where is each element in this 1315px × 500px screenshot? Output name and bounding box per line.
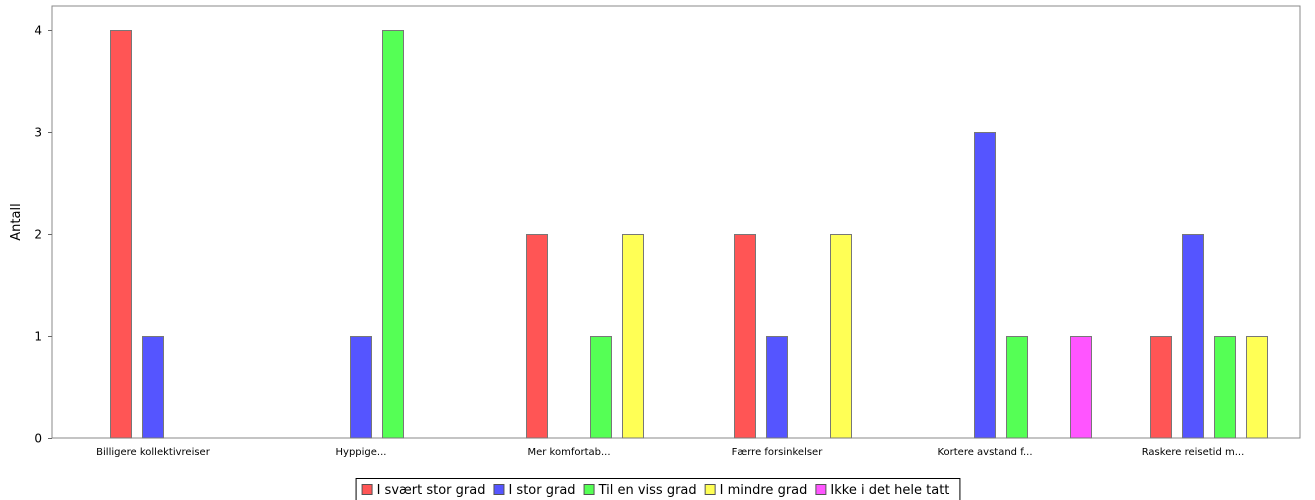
bar (382, 30, 404, 439)
legend-label: Ikke i det hele tatt (830, 483, 949, 498)
x-tick-label: Raskere reisetid m... (1142, 447, 1245, 458)
axis-labels: 0 1 2 3 4 Antall Billigere kollektivreiser Hypp… (9, 24, 1244, 459)
bar (1070, 336, 1092, 439)
legend-swatch (583, 484, 595, 495)
bar (110, 30, 132, 439)
bar (1246, 336, 1268, 439)
legend-label: I svært stor grad (377, 483, 486, 498)
x-tick-label: Færre forsinkelser (732, 447, 824, 458)
axes (48, 5, 1301, 439)
y-tick-label: 4 (34, 24, 42, 38)
bar (622, 234, 644, 439)
bar (1006, 336, 1028, 439)
plot-area (51, 5, 1301, 439)
y-tick-label: 1 (34, 330, 42, 344)
legend-item: I stor grad (493, 483, 576, 498)
y-axis-label: Antall (9, 203, 24, 240)
bar (766, 336, 788, 439)
bar (526, 234, 548, 439)
legend-label: Til en viss grad (598, 483, 697, 498)
bar (590, 336, 612, 439)
bar (974, 132, 996, 439)
legend-item: Til en viss grad (583, 483, 697, 498)
legend-swatch (361, 484, 373, 495)
bar (1182, 234, 1204, 439)
legend-label: I mindre grad (720, 483, 808, 498)
legend-item: Ikke i det hele tatt (815, 483, 949, 498)
legend: I svært stor grad I stor grad Til en viss … (355, 478, 961, 500)
bar (142, 336, 164, 439)
bar (1150, 336, 1172, 439)
legend-swatch (815, 484, 827, 495)
x-tick-label: Billigere kollektivreiser (96, 447, 211, 458)
legend-item: I svært stor grad (361, 483, 486, 498)
x-tick-label: Mer komfortab... (527, 447, 610, 458)
y-tick-label: 0 (34, 432, 42, 446)
legend-box (355, 478, 961, 500)
x-tick-label: Hyppige... (336, 447, 387, 458)
x-tick-label: Kortere avstand f... (937, 447, 1032, 458)
bar (350, 336, 372, 439)
bars (110, 30, 1268, 439)
y-tick-label: 2 (34, 228, 42, 242)
legend-swatch (704, 484, 716, 495)
legend-swatch (493, 484, 505, 495)
legend-item: I mindre grad (704, 483, 808, 498)
legend-label: I stor grad (508, 483, 575, 498)
bar (830, 234, 852, 439)
y-tick-label: 3 (34, 126, 42, 140)
bar (734, 234, 756, 439)
bar (1214, 336, 1236, 439)
